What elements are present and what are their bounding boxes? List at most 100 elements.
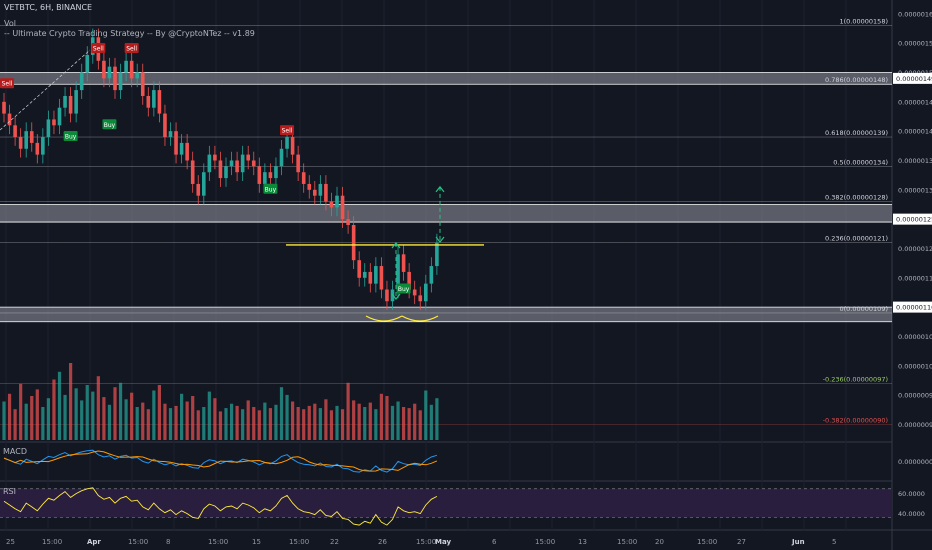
volume-bar [19, 383, 23, 440]
time-tick: 15:00 [128, 538, 148, 546]
macd-line [3, 449, 438, 473]
buy-sell-signals: Sell Sell Sell Buy Buy Sell Buy Buy [0, 43, 411, 294]
volume-bar [268, 408, 272, 440]
user-drawings[interactable] [0, 49, 484, 322]
time-tick: 13 [578, 538, 587, 546]
candle-body [418, 295, 423, 302]
candle-body [329, 201, 334, 208]
volume-bar [174, 405, 178, 440]
candle-body [213, 154, 217, 161]
volume-bar [118, 382, 123, 440]
candle-body [412, 289, 417, 296]
candle-body [68, 95, 73, 114]
candle-body [63, 95, 67, 108]
fib-label: 0.786(0.00000148) [825, 76, 888, 84]
candle-body [290, 137, 295, 155]
price-tick: 0.00000105 [898, 333, 932, 341]
volume-bar [374, 409, 378, 440]
macd-tick: 0.00000000 [898, 458, 932, 466]
candle-body [146, 95, 151, 108]
time-tick: 15:00 [416, 538, 436, 546]
current-price-tag [893, 301, 932, 313]
volume-bar [302, 409, 306, 440]
volume-bar [307, 405, 311, 440]
candle-body [229, 160, 234, 167]
time-tick: 20 [655, 538, 664, 546]
volume-bar [363, 407, 367, 440]
price-axis[interactable]: 0.000001600.000001550.000001500.00000145… [893, 10, 932, 518]
time-tick: Jun [791, 538, 805, 546]
price-tick: 0.00000155 [898, 40, 932, 48]
support-resistance-zones [0, 72, 892, 323]
volume-bar [329, 410, 334, 440]
measure-arrow [391, 241, 401, 249]
candle-body [340, 195, 345, 220]
sell-signal-tag [91, 43, 106, 54]
volume-bar [435, 398, 439, 440]
volume-bar [13, 409, 17, 440]
candle-body [18, 137, 23, 149]
candle-body [379, 266, 384, 290]
volume-bar [413, 403, 417, 440]
volume-bar [96, 376, 100, 440]
candle-body [279, 148, 284, 167]
volume-bar [107, 404, 112, 440]
candle-body [140, 72, 145, 96]
candle-body [362, 271, 367, 278]
price-tick: 0.00000135 [898, 157, 932, 165]
candle-body [79, 72, 84, 91]
candle-body [13, 125, 17, 138]
volume-bar [185, 401, 189, 440]
rsi-label[interactable]: RSI [3, 487, 16, 496]
candle-body [235, 160, 239, 173]
price-tick: 0.00000095 [898, 392, 932, 400]
volume-bar [85, 385, 89, 440]
candle-body [357, 260, 361, 278]
signal-label: Sell [2, 81, 13, 88]
price-tag-label: 0.00000149 [896, 75, 932, 83]
candle-body [313, 189, 317, 196]
candle-body [318, 183, 323, 196]
rsi-tick: 60.0000 [898, 490, 925, 498]
candle-body [196, 183, 201, 196]
candle-body [168, 131, 173, 138]
volume-bar [357, 403, 361, 440]
signal-line [3, 450, 438, 472]
volume-bar [229, 403, 234, 440]
candle-body [335, 195, 339, 208]
signal-label: Buy [104, 122, 116, 129]
volume-bars [2, 363, 439, 440]
strategy-indicator-label[interactable]: -- Ultimate Crypto Trading Strategy -- B… [4, 29, 255, 38]
candle-body [296, 154, 300, 173]
candle-body [246, 154, 250, 161]
zone-band [0, 307, 892, 322]
candle-body [179, 142, 184, 155]
macd-label[interactable]: MACD [3, 447, 27, 456]
volume-bar [407, 408, 411, 440]
shoulder-arc [401, 315, 439, 322]
sell-signal-tag [280, 125, 295, 136]
time-tick: 15:00 [697, 538, 717, 546]
candle-body [301, 172, 306, 184]
zone-band [0, 72, 892, 85]
volume-bar [379, 393, 383, 440]
time-tick: 15:00 [617, 538, 637, 546]
volume-bar [52, 379, 56, 440]
volume-bar [346, 382, 350, 440]
volume-indicator-label[interactable]: Vol [4, 19, 16, 28]
candle-body [207, 154, 212, 173]
fib-label: 1(0.00000158) [840, 18, 889, 26]
time-tick: 15:00 [42, 538, 62, 546]
signal-label: Sell [282, 128, 293, 135]
candle-body [435, 242, 439, 267]
time-axis[interactable]: 25 15:00 Apr 15:00 8 15:00 15 15:00 22 26 15:00May… [6, 538, 836, 546]
time-tick: 27 [737, 538, 746, 546]
candle-body [157, 90, 162, 114]
fib-label: 0.618(0.00000139) [825, 129, 888, 137]
buy-signal-tag [396, 283, 411, 294]
volume-bar [424, 390, 428, 440]
sell-signal-tag [124, 43, 139, 54]
candle-body [163, 113, 167, 138]
